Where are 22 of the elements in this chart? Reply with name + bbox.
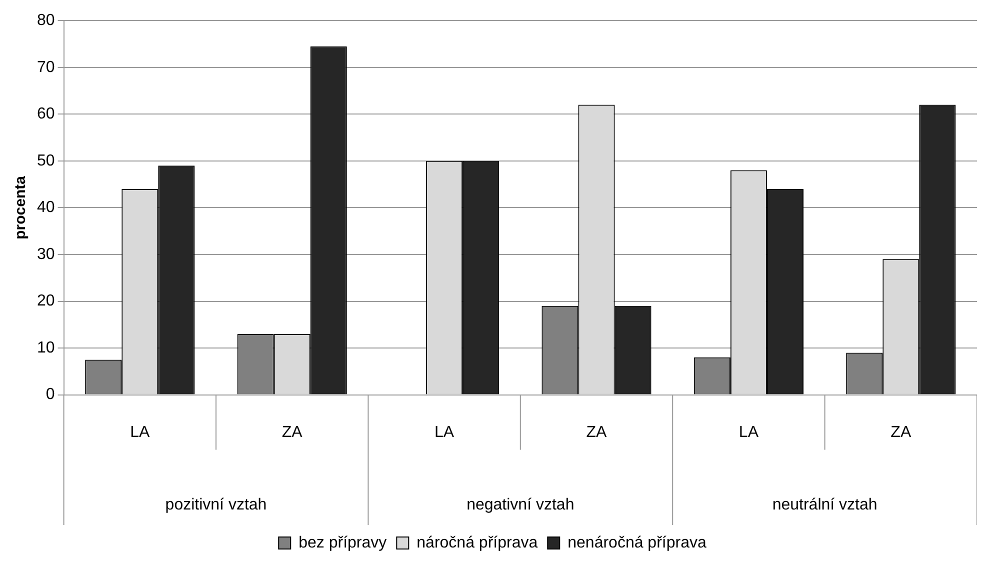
y-tick-label: 30: [37, 246, 55, 263]
y-tick-label: 70: [37, 58, 55, 76]
y-tick-label: 50: [37, 152, 55, 170]
x-tick-label: ZA: [282, 424, 303, 441]
x-tick-label: ZA: [890, 424, 912, 441]
x-tick-label: ZA: [586, 424, 608, 441]
text: pozitivní vztah: [165, 496, 267, 514]
y-tick-label: 60: [37, 106, 55, 123]
x-tick-label: LA: [434, 424, 454, 441]
text: neutrální vztah: [772, 496, 878, 514]
legend-label: náročná příprava: [416, 534, 538, 552]
legend-label: bez přípravy: [298, 534, 387, 552]
x-tick-label: LA: [738, 424, 759, 441]
y-tick-label: 20: [37, 292, 55, 310]
y-tick-label: 40: [37, 199, 55, 216]
text: negativní vztah: [466, 496, 574, 514]
y-tick-label: 10: [37, 339, 55, 356]
y-tick-label: 80: [37, 12, 55, 30]
y-tick-label: 0: [46, 386, 55, 404]
x-tick-label: LA: [130, 424, 150, 441]
y-axis-title: procenta: [12, 175, 30, 240]
legend-label: nenáročná příprava: [568, 534, 706, 552]
